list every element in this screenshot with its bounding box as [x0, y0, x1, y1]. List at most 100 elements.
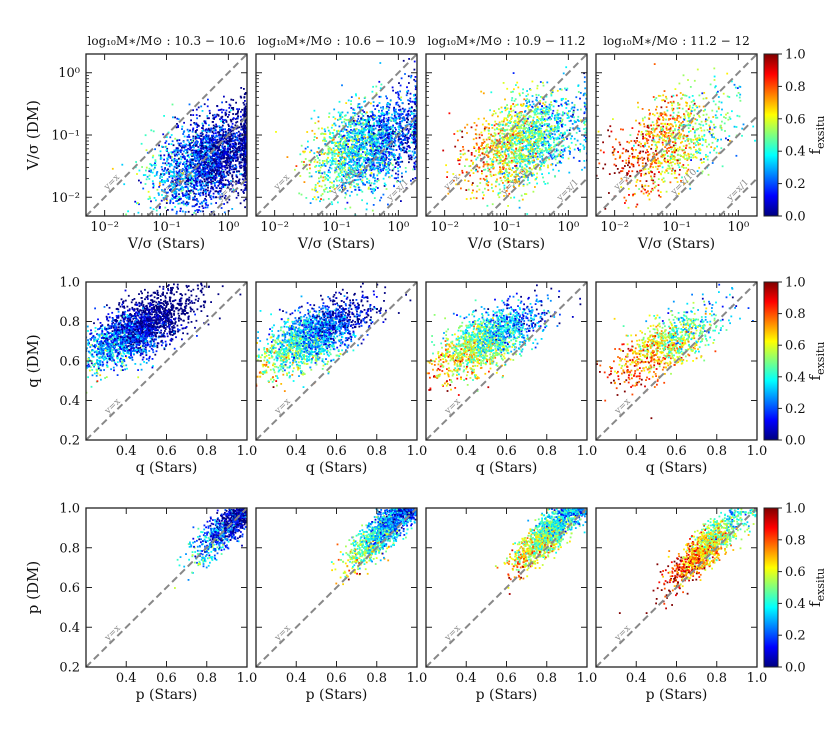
scatter-point	[408, 82, 410, 84]
scatter-point	[548, 111, 550, 113]
scatter-point	[210, 173, 213, 176]
scatter-point	[383, 120, 385, 123]
scatter-point	[207, 98, 209, 101]
scatter-point	[221, 142, 224, 144]
scatter-point	[311, 188, 314, 191]
scatter-point	[309, 161, 312, 164]
scatter-point	[464, 152, 466, 155]
scatter-point	[323, 160, 326, 162]
scatter-point	[189, 147, 192, 150]
scatter-point	[398, 157, 400, 160]
scatter-point	[358, 97, 360, 100]
panel-title: log₁₀M∗/M⊙ : 10.6 − 10.9	[258, 34, 416, 48]
scatter-point	[360, 155, 362, 157]
scatter-point	[373, 150, 375, 153]
scatter-point	[191, 186, 193, 188]
scatter-point	[364, 175, 367, 178]
scatter-point	[362, 151, 364, 153]
scatter-point	[218, 173, 221, 176]
scatter-point	[390, 119, 393, 122]
scatter-point	[367, 125, 369, 128]
scatter-point	[194, 186, 197, 188]
scatter-point	[371, 168, 374, 171]
scatter-point	[238, 161, 241, 163]
scatter-point	[397, 94, 400, 96]
scatter-point	[391, 169, 394, 172]
scatter-point	[513, 196, 516, 199]
scatter-point	[373, 153, 376, 155]
scatter-point	[222, 128, 224, 131]
scatter-point	[150, 169, 152, 172]
scatter-point	[156, 188, 159, 191]
scatter-point	[158, 182, 161, 184]
scatter-point	[371, 125, 374, 128]
scatter-point	[339, 164, 341, 167]
scatter-point	[408, 161, 410, 164]
scatter-point	[244, 152, 247, 154]
scatter-point	[239, 156, 242, 159]
scatter-point	[415, 101, 417, 104]
scatter-point	[205, 147, 207, 149]
scatter-point	[304, 158, 307, 160]
scatter-point	[171, 156, 173, 158]
scatter-point	[233, 153, 235, 156]
scatter-point	[154, 161, 157, 163]
scatter-point	[356, 148, 358, 151]
scatter-point	[226, 184, 229, 186]
scatter-point	[221, 118, 224, 121]
scatter-point	[382, 132, 384, 135]
scatter-point	[584, 92, 586, 95]
scatter-point	[400, 110, 403, 113]
scatter-point	[159, 156, 162, 159]
scatter-point	[157, 192, 160, 195]
scatter-point	[169, 190, 172, 192]
scatter-point	[368, 179, 371, 182]
scatter-point	[204, 175, 206, 178]
scatter-point	[204, 120, 206, 123]
scatter-point	[204, 185, 207, 188]
scatter-point	[382, 151, 385, 153]
scatter-point	[306, 168, 308, 171]
scatter-point	[367, 187, 370, 190]
scatter-point	[182, 210, 184, 213]
scatter-point	[370, 125, 373, 128]
scatter-point	[195, 132, 197, 135]
scatter-point	[202, 171, 204, 174]
scatter-point	[167, 179, 169, 182]
scatter-point	[224, 159, 227, 162]
scatter-point	[349, 118, 352, 120]
scatter-point	[556, 109, 559, 112]
scatter-point	[401, 107, 404, 110]
scatter-point	[334, 166, 337, 169]
scatter-point	[188, 195, 191, 197]
scatter-point	[189, 192, 192, 194]
scatter-point	[384, 158, 386, 160]
scatter-point	[215, 165, 218, 167]
scatter-point	[173, 159, 176, 162]
scatter-point	[208, 176, 211, 179]
scatter-point	[199, 191, 202, 194]
scatter-point	[199, 144, 202, 147]
scatter-point	[234, 166, 237, 169]
scatter-point	[194, 130, 197, 132]
scatter-point	[376, 151, 379, 153]
scatter-point	[175, 126, 178, 129]
scatter-point	[175, 153, 178, 156]
scatter-point	[227, 155, 229, 158]
scatter-point	[404, 142, 407, 144]
scatter-point	[193, 185, 195, 187]
scatter-point	[390, 137, 392, 139]
scatter-point	[313, 136, 316, 138]
scatter-point	[332, 160, 334, 162]
scatter-point	[224, 135, 227, 138]
scatter-point	[224, 150, 226, 153]
scatter-point	[201, 202, 203, 205]
scatter-point	[167, 153, 170, 156]
scatter-point	[377, 123, 380, 126]
scatter-point	[170, 143, 173, 145]
scatter-point	[338, 175, 341, 178]
scatter-point	[155, 199, 157, 202]
scatter-point	[367, 186, 370, 189]
scatter-point	[238, 162, 241, 165]
